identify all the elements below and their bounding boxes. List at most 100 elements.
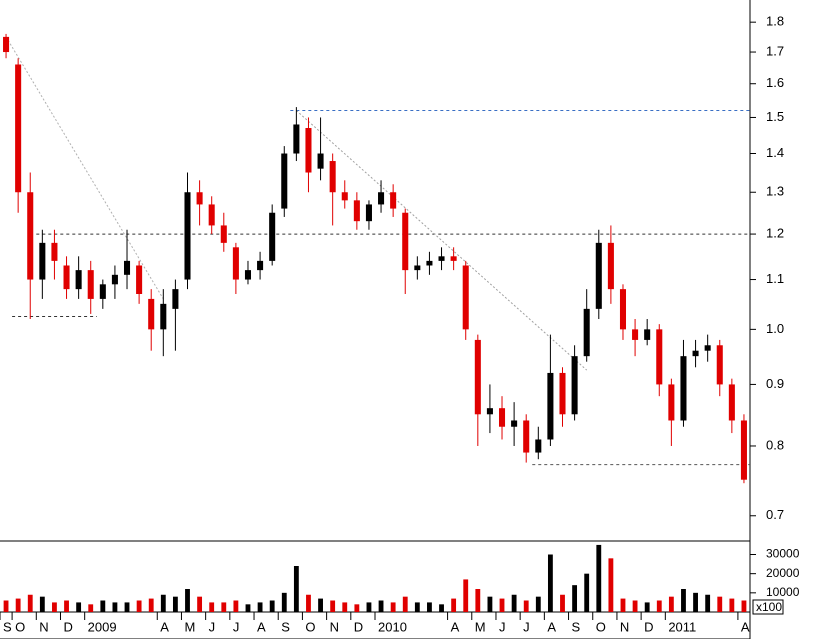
candle-body <box>232 247 239 280</box>
y-tick-label: 1.1 <box>766 271 784 286</box>
volume-bar <box>656 600 662 612</box>
candle-body <box>740 420 747 480</box>
x-tick-label: D <box>644 619 653 634</box>
candle-body <box>450 256 457 261</box>
x-tick-label: O <box>15 619 25 634</box>
x-tick-label: S <box>572 619 581 634</box>
candle-body <box>184 192 191 280</box>
candle-body <box>87 270 94 299</box>
x-tick-label: 2011 <box>668 619 696 634</box>
candle-body <box>547 372 554 440</box>
candle-body <box>281 153 288 209</box>
volume-bar <box>620 598 626 612</box>
y-tick-label: 1.4 <box>766 145 784 160</box>
volume-bar <box>342 602 348 612</box>
volume-bar <box>487 596 493 612</box>
x-tick-label: J <box>523 619 530 634</box>
x-tick-label: J <box>209 619 216 634</box>
volume-bar <box>741 600 747 612</box>
candle-body <box>220 225 227 243</box>
candle-body <box>244 270 252 280</box>
volume-bar <box>112 602 118 612</box>
candle-body <box>196 192 203 205</box>
candle-body <box>365 204 372 222</box>
volume-bar <box>439 604 444 612</box>
candle-body <box>559 372 566 415</box>
candle-body <box>474 339 481 415</box>
volume-bar <box>148 598 154 612</box>
x-tick-label: A <box>160 619 169 634</box>
x-tick-label: M <box>475 619 486 634</box>
candle-body <box>148 298 155 330</box>
volume-bar <box>511 594 517 612</box>
volume-bar <box>475 589 481 612</box>
y-tick-label: 0.9 <box>766 376 784 391</box>
volume-bar <box>330 600 336 612</box>
x-tick-label: S <box>3 619 12 634</box>
candle-body <box>51 242 58 261</box>
x-tick-label: S <box>281 619 290 634</box>
candle-body <box>704 345 711 351</box>
candle-body <box>305 128 312 173</box>
volume-bar <box>729 598 735 612</box>
candle-body <box>402 212 409 271</box>
volume-bar <box>100 600 106 612</box>
volume-bar <box>547 554 553 612</box>
volume-bar <box>414 602 420 612</box>
candle-body <box>390 192 397 209</box>
candle-body <box>123 260 131 275</box>
candle-body <box>27 192 34 280</box>
volume-bar <box>560 594 565 612</box>
candle-body <box>317 153 324 169</box>
volume-bar <box>572 585 578 612</box>
volume-bar <box>233 600 239 612</box>
volume-tick-label: 30000 <box>766 547 800 561</box>
candle-body <box>39 242 46 280</box>
volume-bar <box>15 598 21 612</box>
x-tick-label: D <box>63 619 72 634</box>
y-tick-label: 1.8 <box>766 14 784 29</box>
candle-body <box>329 161 336 193</box>
candle-body <box>571 356 578 415</box>
volume-unit: x100 <box>756 600 782 614</box>
candle-body <box>269 212 276 261</box>
volume-bar <box>52 602 57 612</box>
volume-bar <box>185 589 190 612</box>
volume-bar <box>596 544 602 612</box>
x-tick-label: N <box>39 619 48 634</box>
candle-body <box>583 308 590 357</box>
volume-bar <box>306 594 311 612</box>
x-tick-label: A <box>741 619 750 634</box>
volume-bar <box>318 598 323 612</box>
candle-body <box>63 265 70 290</box>
candle-body <box>160 303 167 330</box>
volume-bar <box>499 598 505 612</box>
candle-body <box>498 408 506 427</box>
volume-bar <box>136 600 142 612</box>
volume-bar <box>451 598 457 612</box>
volume-tick-label: 20000 <box>766 566 800 580</box>
x-tick-label: D <box>354 619 363 634</box>
candle-body <box>426 260 433 266</box>
volume-bar <box>209 602 215 612</box>
volume-bar <box>523 600 529 612</box>
volume-bar <box>293 566 299 612</box>
candle-body <box>293 124 300 154</box>
volume-bar <box>402 596 408 612</box>
x-tick-label: O <box>596 619 606 634</box>
candle-body <box>644 329 651 340</box>
volume-bar <box>245 604 251 612</box>
volume-bar <box>257 602 263 612</box>
volume-bar <box>64 600 69 612</box>
volume-tick-label: 10000 <box>766 585 800 599</box>
volume-bar <box>705 594 711 612</box>
volume-bar <box>693 592 698 612</box>
x-tick-label: 2009 <box>88 619 117 634</box>
volume-bar <box>535 596 541 612</box>
candle-body <box>680 356 687 421</box>
y-tick-label: 0.8 <box>766 437 784 452</box>
volume-bar <box>668 596 674 612</box>
x-tick-label: N <box>330 619 339 634</box>
x-tick-label: A <box>257 619 266 634</box>
